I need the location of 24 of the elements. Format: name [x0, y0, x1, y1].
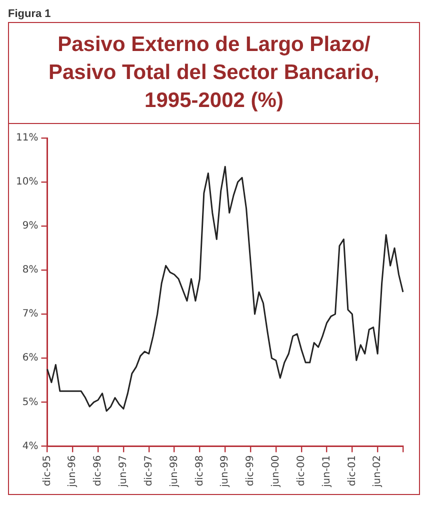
x-tick-label: dic-96: [92, 455, 104, 486]
y-tick-label: 6%: [22, 352, 38, 364]
x-tick-label: dic-98: [194, 455, 206, 486]
x-tick-label: dic-95: [42, 455, 53, 486]
x-tick-label: jun-98: [168, 455, 180, 488]
x-tick-label: dic-99: [245, 455, 256, 486]
chart-title: Pasivo Externo de Largo Plazo/ Pasivo Total del Sector Bancario, 1995-2002 (%): [9, 23, 419, 124]
y-tick-label: 7%: [22, 308, 38, 320]
x-tick-label: jun-00: [270, 455, 282, 488]
x-tick-label: jun-02: [372, 455, 384, 488]
text: Figura 1: [8, 8, 52, 22]
y-tick-label: 4%: [22, 440, 38, 452]
x-tick-label: jun-96: [67, 455, 78, 488]
y-tick-label: 5%: [22, 396, 38, 408]
x-tick-label: dic-00: [296, 455, 307, 486]
x-tick-label: jun-01: [321, 455, 332, 488]
x-tick-label: dic-97: [143, 455, 154, 486]
x-tick-label: dic-01: [346, 455, 358, 486]
y-tick-label: 8%: [22, 264, 38, 276]
y-tick-label: 11%: [16, 132, 38, 144]
x-tick-label: jun-97: [118, 455, 130, 488]
x-tick-label: jun-99: [220, 455, 231, 488]
y-tick-label: 10%: [16, 176, 38, 188]
y-tick-label: 9%: [22, 220, 38, 232]
